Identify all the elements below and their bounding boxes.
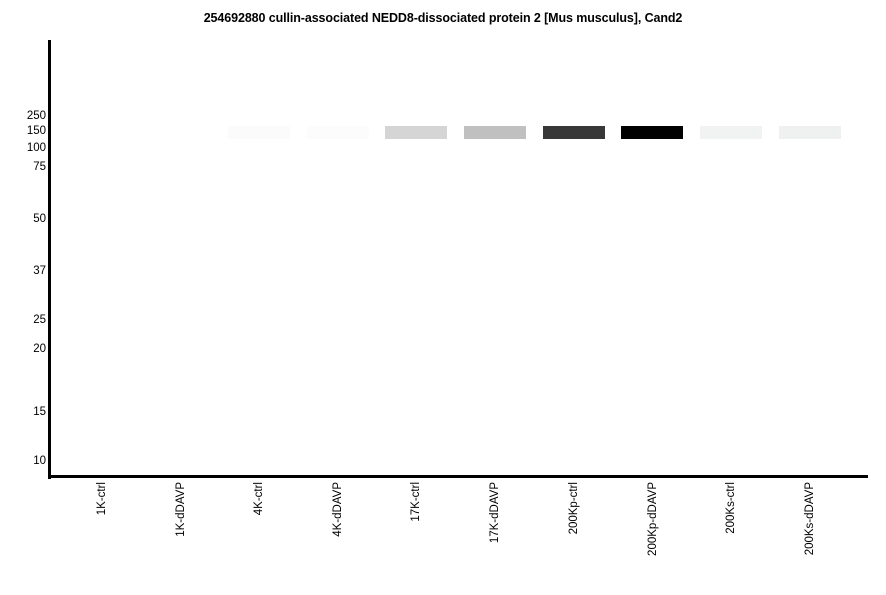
gel-band	[150, 126, 212, 139]
x-tick-label: 200Kp-dDAVP	[647, 482, 659, 556]
x-tick-label: 1K-dDAVP	[175, 482, 187, 537]
y-tick-label: 100	[26, 142, 46, 154]
y-axis-tick-labels: 250 150 100 75 50 37 25 20 15 10	[0, 0, 46, 595]
gel-band	[228, 126, 290, 139]
gel-band	[71, 126, 133, 139]
gel-band	[779, 126, 841, 139]
gel-band	[307, 126, 369, 139]
x-tick-label: 17K-ctrl	[410, 482, 422, 522]
x-tick-label: 200Kp-ctrl	[568, 482, 580, 535]
y-axis-line	[48, 40, 51, 479]
y-tick-label: 15	[33, 406, 46, 418]
y-tick-label: 50	[33, 213, 46, 225]
y-tick-label: 25	[33, 314, 46, 326]
x-tick-label: 4K-ctrl	[253, 482, 265, 516]
gel-band	[700, 126, 762, 139]
gel-band	[543, 126, 605, 139]
y-tick-label: 10	[33, 455, 46, 467]
gel-band	[385, 126, 447, 139]
plot-area	[50, 40, 868, 477]
y-tick-label: 37	[33, 265, 46, 277]
gel-band	[621, 126, 683, 139]
x-tick-label: 1K-ctrl	[96, 482, 108, 516]
page-title: 254692880 cullin-associated NEDD8-dissoc…	[203, 11, 683, 25]
x-axis-line	[48, 475, 868, 478]
x-tick-label: 200Ks-ctrl	[725, 482, 737, 534]
y-tick-label: 75	[33, 161, 46, 173]
y-tick-label: 20	[33, 343, 46, 355]
x-tick-label: 200Ks-dDAVP	[804, 482, 816, 556]
x-tick-label: 4K-dDAVP	[332, 482, 344, 537]
y-tick-label: 250	[26, 110, 46, 122]
x-tick-label: 17K-dDAVP	[489, 482, 501, 544]
gel-band	[464, 126, 526, 139]
y-tick-label: 150	[26, 125, 46, 137]
